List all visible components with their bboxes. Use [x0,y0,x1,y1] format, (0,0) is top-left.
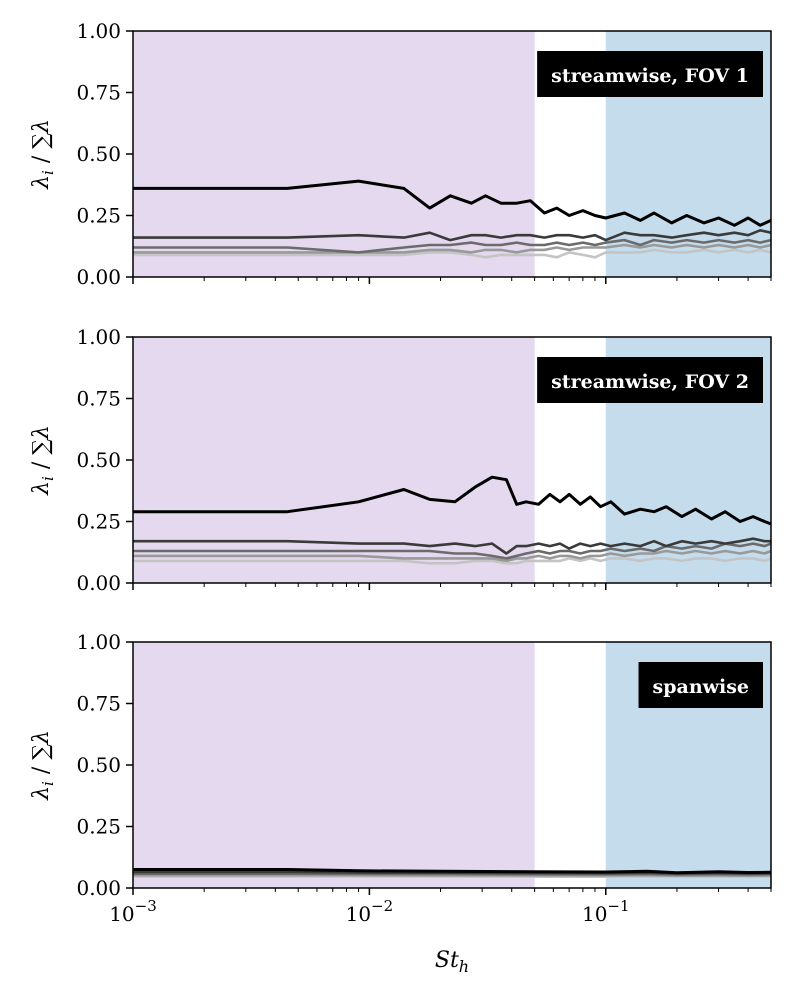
y-tick-label: 0.75 [76,692,121,716]
panel-title-badge: streamwise, FOV 1 [537,51,763,97]
shaded-region-1 [133,642,535,888]
y-tick-label: 1.00 [76,325,121,349]
shaded-region-1 [133,31,535,277]
y-tick-label: 0.25 [76,204,121,228]
panel-title: streamwise, FOV 1 [551,65,749,87]
y-tick-label: 0.75 [76,387,121,411]
x-axis-title: Sth [435,948,469,976]
y-axis-title: λi / ∑λ [29,425,57,496]
panel-3: 0.00 0.25 0.50 0.75 1.00 10−3 10−2 10−1 λi / ∑λ s… [29,630,771,926]
panel-title-badge: spanwise [639,662,763,708]
x-tick-label: 10−3 [109,897,157,926]
panel-2: 0.00 0.25 0.50 0.75 1.00 λi / ∑λ streamwise, F… [29,325,771,595]
y-tick-label: 0.50 [76,753,121,777]
y-tick-label: 0.25 [76,510,121,534]
y-tick-label: 0.25 [76,815,121,839]
y-tick-label: 0.00 [76,265,121,289]
y-axis-title: λi / ∑λ [29,119,57,190]
y-tick-label: 0.50 [76,142,121,166]
panel-1: 0.00 0.25 0.50 0.75 1.00 λi / ∑λ streamwise, F… [29,19,771,289]
y-tick-label: 0.00 [76,571,121,595]
y-tick-label: 0.50 [76,448,121,472]
panel-title-badge: streamwise, FOV 2 [537,357,763,403]
y-axis-title: λi / ∑λ [29,730,57,801]
y-tick-label: 1.00 [76,19,121,43]
panel-title: streamwise, FOV 2 [551,371,749,393]
y-tick-label: 0.00 [76,876,121,900]
y-tick-label: 1.00 [76,630,121,654]
panel-title: spanwise [653,676,749,698]
x-tick-label: 10−2 [346,897,394,926]
y-tick-label: 0.75 [76,81,121,105]
x-tick-label: 10−1 [582,897,630,926]
